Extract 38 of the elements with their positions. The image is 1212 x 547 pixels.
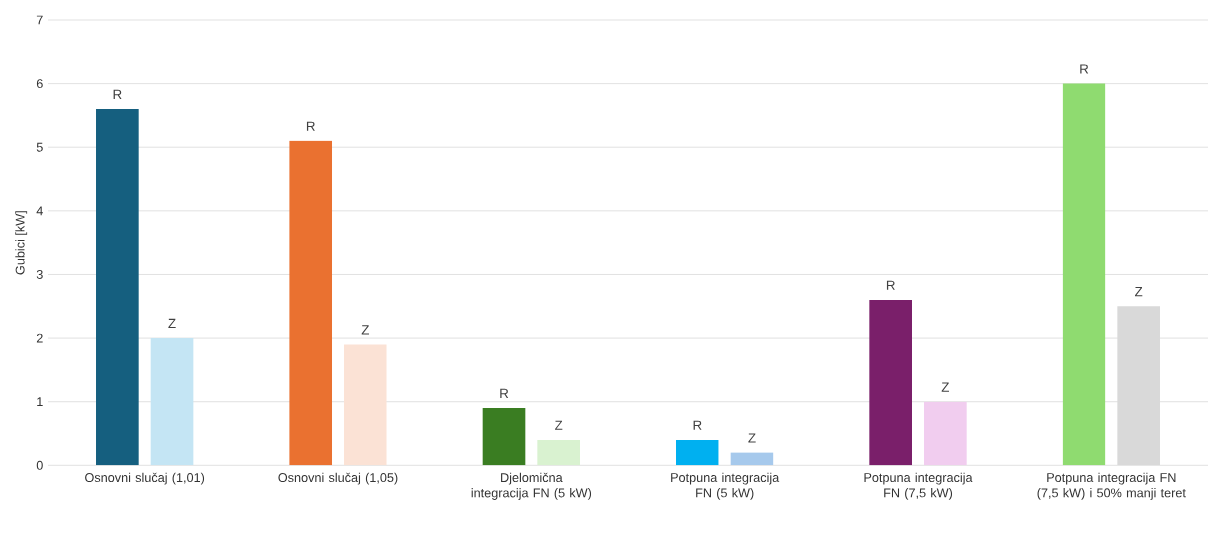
y-tick-label: 4 (36, 206, 43, 216)
bar (537, 440, 581, 466)
y-tick-label: 0 (36, 461, 43, 470)
bar (482, 408, 526, 466)
bar (676, 440, 719, 466)
text: Z (361, 325, 370, 335)
text: R (113, 90, 122, 100)
bar (344, 344, 387, 466)
x-tick-label: Potpuna integracija FN (7,5 kW) (864, 472, 973, 500)
bar (869, 300, 912, 466)
x-tick-label: Osnovni slučaj (1,01) (85, 472, 205, 485)
y-axis-title: Gubici [kW] (15, 211, 28, 275)
text: R (693, 420, 702, 431)
x-tick-label: Djelomična integracija FN (5 kW) (471, 472, 592, 501)
text: R (500, 389, 509, 399)
text: R (306, 121, 315, 131)
y-tick-label: 2 (36, 333, 43, 343)
x-tick-label: Osnovni slučaj (1,05) (278, 472, 398, 485)
x-tick-label: Potpuna integracija FN (5 kW) (671, 472, 780, 500)
text: Z (941, 382, 949, 392)
series-label: Z (168, 319, 176, 329)
text: Z (555, 420, 563, 431)
text: R (1080, 64, 1089, 74)
x-tick-label: Potpuna integracija FN (7,5 kW) i 50% manji teret (1037, 472, 1186, 501)
bar (289, 141, 333, 466)
y-tick-label: 5 (36, 142, 43, 152)
text: Z (748, 433, 756, 443)
bar (96, 109, 139, 466)
text: Z (1135, 287, 1143, 297)
y-tick-label: 6 (36, 79, 43, 89)
bar (924, 401, 967, 466)
bar (730, 452, 774, 466)
bar (150, 338, 194, 466)
bar (1062, 83, 1106, 466)
series-label: R (886, 280, 895, 291)
y-tick-label: 1 (37, 397, 43, 407)
y-tick-label: 7 (36, 15, 43, 25)
y-tick-label: 3 (36, 270, 43, 280)
